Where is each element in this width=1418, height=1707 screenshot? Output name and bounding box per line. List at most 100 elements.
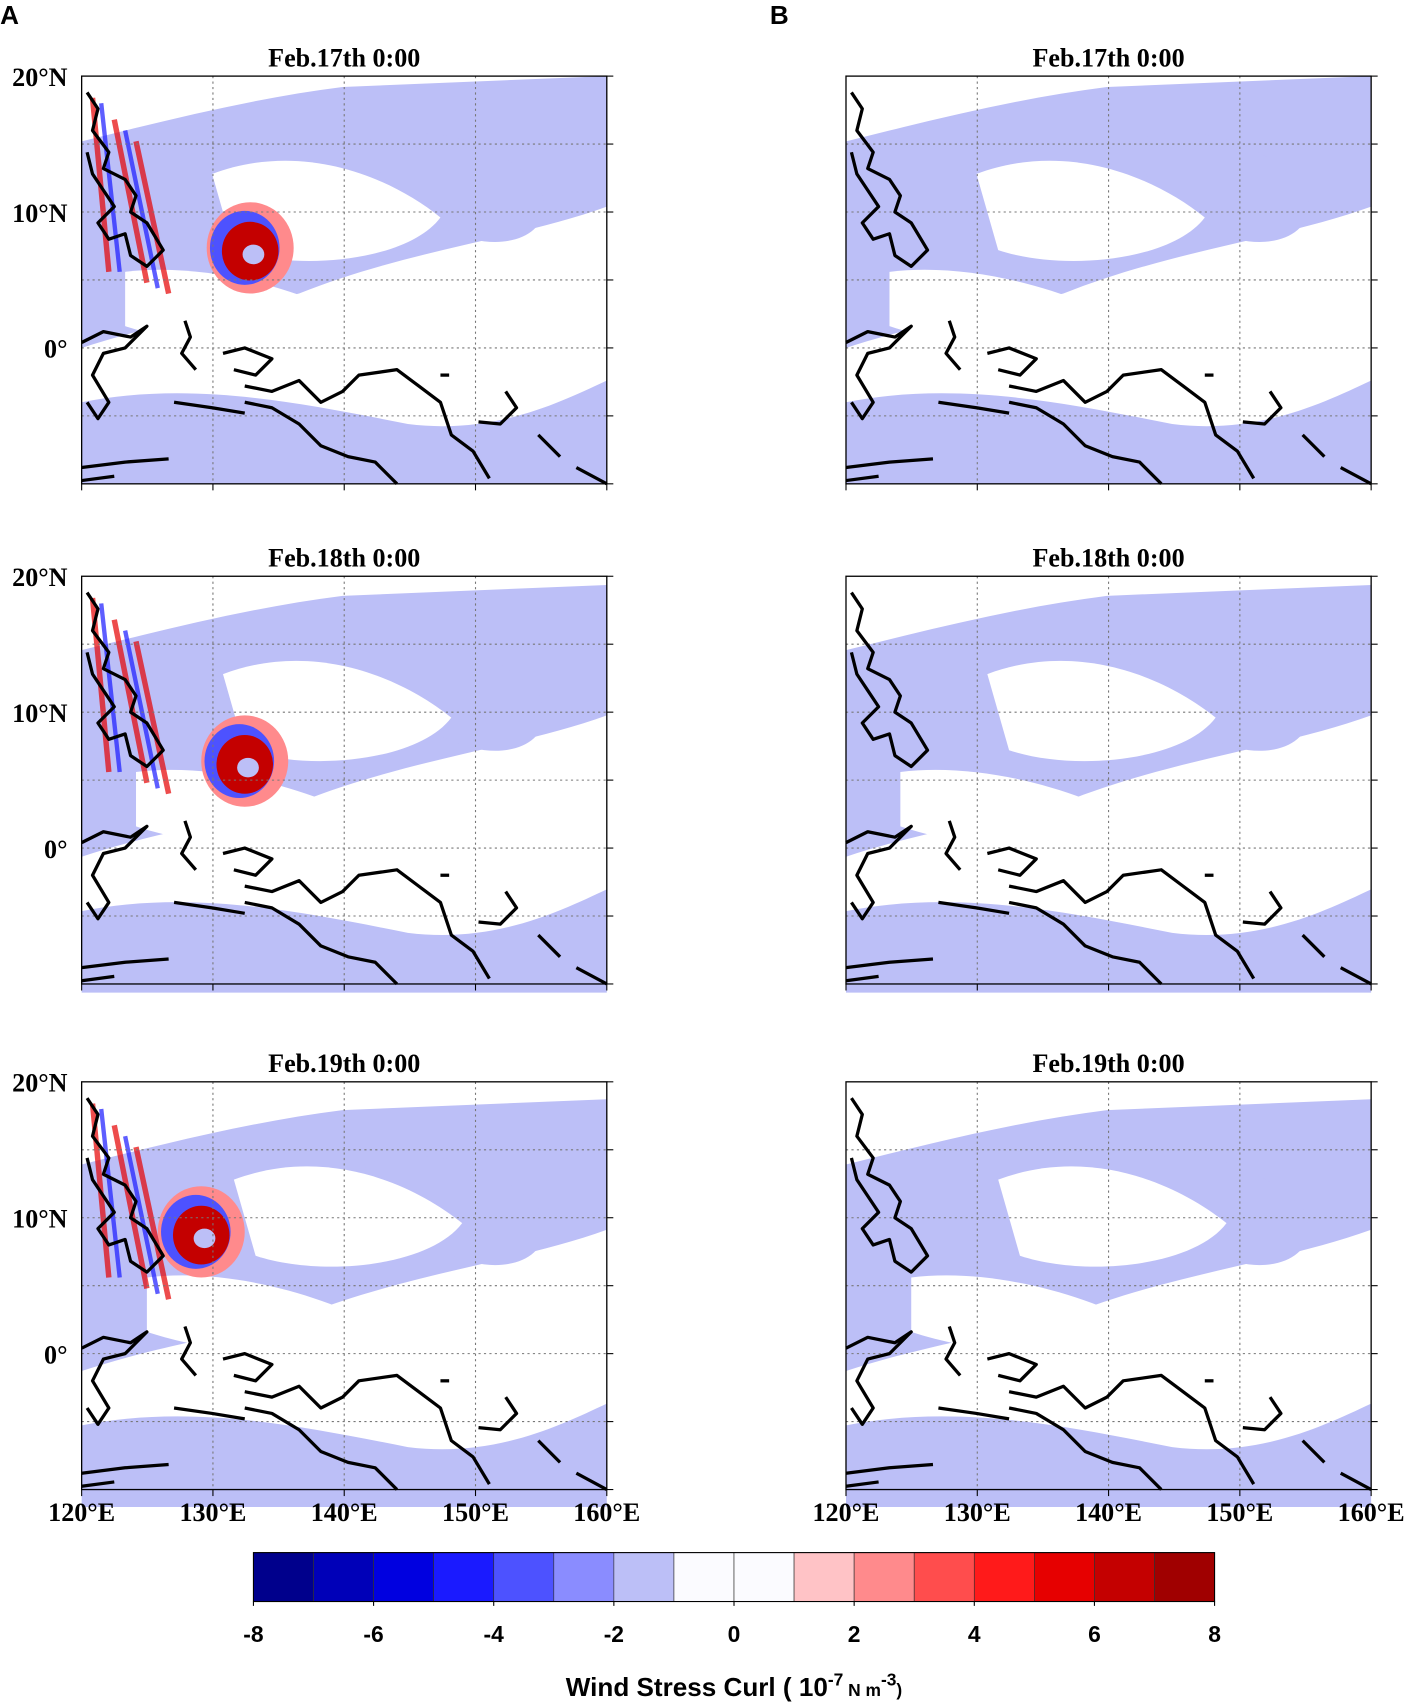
colorbar-tick-label: 6 [1088,1621,1101,1647]
colorbar-tick-label: -2 [604,1621,624,1647]
coastline [244,868,491,986]
coastline [849,91,930,269]
lat-label: 0° [44,1340,67,1369]
field-patch [1128,1155,1309,1266]
field-patch [364,641,545,751]
lon-label: 120°E [48,1498,115,1527]
colorbar-segment [1154,1552,1215,1602]
vortex-eye [237,757,259,778]
field-patch [1128,132,1309,242]
colorbar-segment [313,1552,374,1602]
colorbar-segment [853,1552,915,1602]
coastline [80,324,149,421]
coastline [85,91,165,269]
lon-label: 130°E [179,1498,246,1527]
coastline [845,1330,913,1426]
coastline [1008,1373,1256,1491]
coastline [478,890,608,986]
lat-label: 0° [44,835,67,864]
field-gap [418,779,604,847]
lat-label: 20°N [12,563,68,592]
coastline [478,390,608,486]
coastline [1242,1396,1372,1491]
coastline [81,900,246,983]
coastline [845,400,1010,483]
coastline [180,320,274,377]
colorbar-segment [733,1552,795,1602]
coastline [944,320,1038,377]
lon-label: 140°E [311,1498,378,1527]
field-gap [136,769,397,850]
panel-title: Feb.17th 0:00 [268,43,420,72]
colorbar-segment [613,1552,675,1602]
colorbar-label-part: -3 [881,1669,897,1689]
lon-label: 120°E [813,1498,880,1527]
panel-title: Feb.18th 0:00 [268,543,420,572]
colorbar-label-part: Wind Stress Curl ( 10 [566,1672,828,1702]
coastline [849,591,930,769]
field-gap [976,160,1205,261]
colorbar-segment [553,1552,615,1602]
colorbar-tick-label: -4 [484,1621,505,1647]
colorbar-segment [913,1552,975,1602]
field-gap [889,269,1151,349]
colorbar-label-part: ) [896,1680,902,1700]
map-panel [845,1081,1379,1507]
lon-label: 140°E [1075,1498,1142,1527]
lon-label: 150°E [442,1498,509,1527]
coastline [85,591,165,769]
coastline [81,1406,246,1488]
coastline [1008,368,1256,485]
lat-label: 20°N [12,63,68,92]
field-gap [987,660,1216,762]
colorbar-label-part: N m [843,1680,881,1700]
vortex-eye [193,1228,216,1249]
colorbar-segment [673,1552,735,1602]
lat-label: 10°N [12,1205,68,1234]
colorbar-tick-label: 4 [968,1621,981,1647]
coastline [244,368,491,485]
colorbar-tick-label: 0 [728,1621,741,1647]
field-gap [429,1285,615,1353]
coastline [944,820,1038,877]
field-gap [911,1275,1173,1355]
field-gap [900,769,1162,850]
coastline [1242,390,1372,486]
field-gap [233,1166,463,1267]
field-patch [845,1403,1372,1507]
field-gap [1183,779,1368,847]
colorbar-tick-label: 8 [1208,1621,1221,1647]
field-gap [146,1275,408,1355]
coastline [845,324,913,421]
field-patch [1128,641,1309,751]
coastline [180,820,274,877]
vortex-eye [242,244,265,265]
map-panel [845,575,1378,993]
panel-title: Feb.19th 0:00 [268,1049,420,1078]
colorbar-segment [1094,1552,1155,1602]
lon-label: 160°E [1338,1498,1405,1527]
colorbar-segment [793,1552,855,1602]
coastline [85,1097,165,1274]
coastline [81,400,246,483]
colorbar-segment [433,1552,495,1602]
field-gap [1193,1285,1379,1353]
field-patch [364,132,545,242]
panel-title: Feb.17th 0:00 [1033,43,1185,72]
coastline [849,1097,930,1274]
panel-letter: B [770,0,789,30]
colorbar-segment [973,1552,1035,1602]
colorbar-label-part: -7 [828,1669,843,1689]
field-patch [364,1155,545,1266]
colorbar-label: Wind Stress Curl ( 10-7 N m-3) [566,1669,902,1702]
coastline [80,824,149,921]
coastline [845,824,913,921]
coastline [478,1396,608,1491]
colorbar-tick-label: -8 [243,1621,263,1647]
map-panel [845,75,1378,491]
lat-label: 10°N [12,699,68,728]
colorbar-tick-label: 2 [848,1621,861,1647]
colorbar-segment [253,1552,314,1602]
